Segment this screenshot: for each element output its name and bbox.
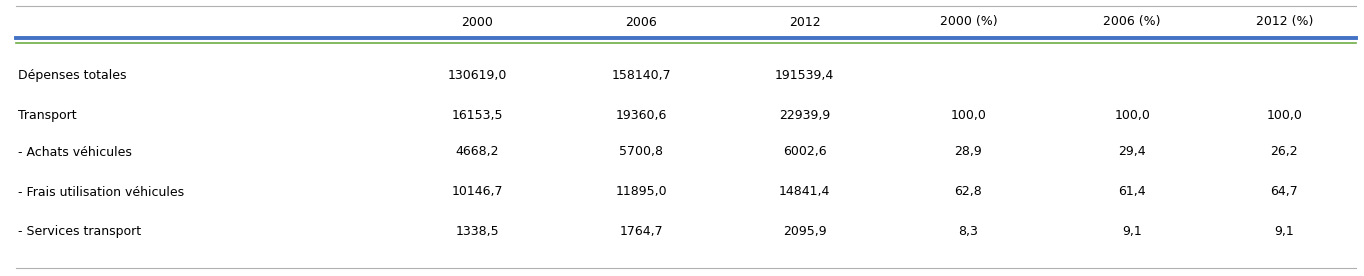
Text: 2012 (%): 2012 (%): [1255, 15, 1314, 28]
Text: 11895,0: 11895,0: [615, 185, 667, 198]
Text: 14841,4: 14841,4: [779, 185, 831, 198]
Text: 5700,8: 5700,8: [619, 145, 663, 158]
Text: - Achats véhicules: - Achats véhicules: [18, 145, 132, 158]
Text: 100,0: 100,0: [1266, 108, 1303, 121]
Text: 9,1: 9,1: [1274, 225, 1294, 238]
Text: 2012: 2012: [788, 15, 821, 28]
Text: 16153,5: 16153,5: [451, 108, 503, 121]
Text: - Services transport: - Services transport: [18, 225, 142, 238]
Text: 26,2: 26,2: [1270, 145, 1299, 158]
Text: 6002,6: 6002,6: [783, 145, 827, 158]
Text: 158140,7: 158140,7: [611, 68, 671, 81]
Text: 100,0: 100,0: [951, 108, 986, 121]
Text: 4668,2: 4668,2: [456, 145, 499, 158]
Text: 191539,4: 191539,4: [775, 68, 835, 81]
Text: 22939,9: 22939,9: [779, 108, 831, 121]
Text: 9,1: 9,1: [1123, 225, 1142, 238]
Text: 130619,0: 130619,0: [447, 68, 507, 81]
Text: 2006: 2006: [625, 15, 657, 28]
Text: 61,4: 61,4: [1118, 185, 1146, 198]
Text: 64,7: 64,7: [1270, 185, 1299, 198]
Text: 2095,9: 2095,9: [783, 225, 827, 238]
Text: Transport: Transport: [18, 108, 76, 121]
Text: Dépenses totales: Dépenses totales: [18, 68, 127, 81]
Text: 2000 (%): 2000 (%): [940, 15, 997, 28]
Text: 2006 (%): 2006 (%): [1103, 15, 1161, 28]
Text: - Frais utilisation véhicules: - Frais utilisation véhicules: [18, 185, 184, 198]
Text: 28,9: 28,9: [955, 145, 982, 158]
Text: 2000: 2000: [461, 15, 494, 28]
Text: 29,4: 29,4: [1118, 145, 1146, 158]
Text: 1338,5: 1338,5: [456, 225, 499, 238]
Text: 100,0: 100,0: [1114, 108, 1150, 121]
Text: 1764,7: 1764,7: [619, 225, 663, 238]
Text: 19360,6: 19360,6: [615, 108, 667, 121]
Text: 62,8: 62,8: [955, 185, 982, 198]
Text: 10146,7: 10146,7: [451, 185, 503, 198]
Text: 8,3: 8,3: [959, 225, 978, 238]
